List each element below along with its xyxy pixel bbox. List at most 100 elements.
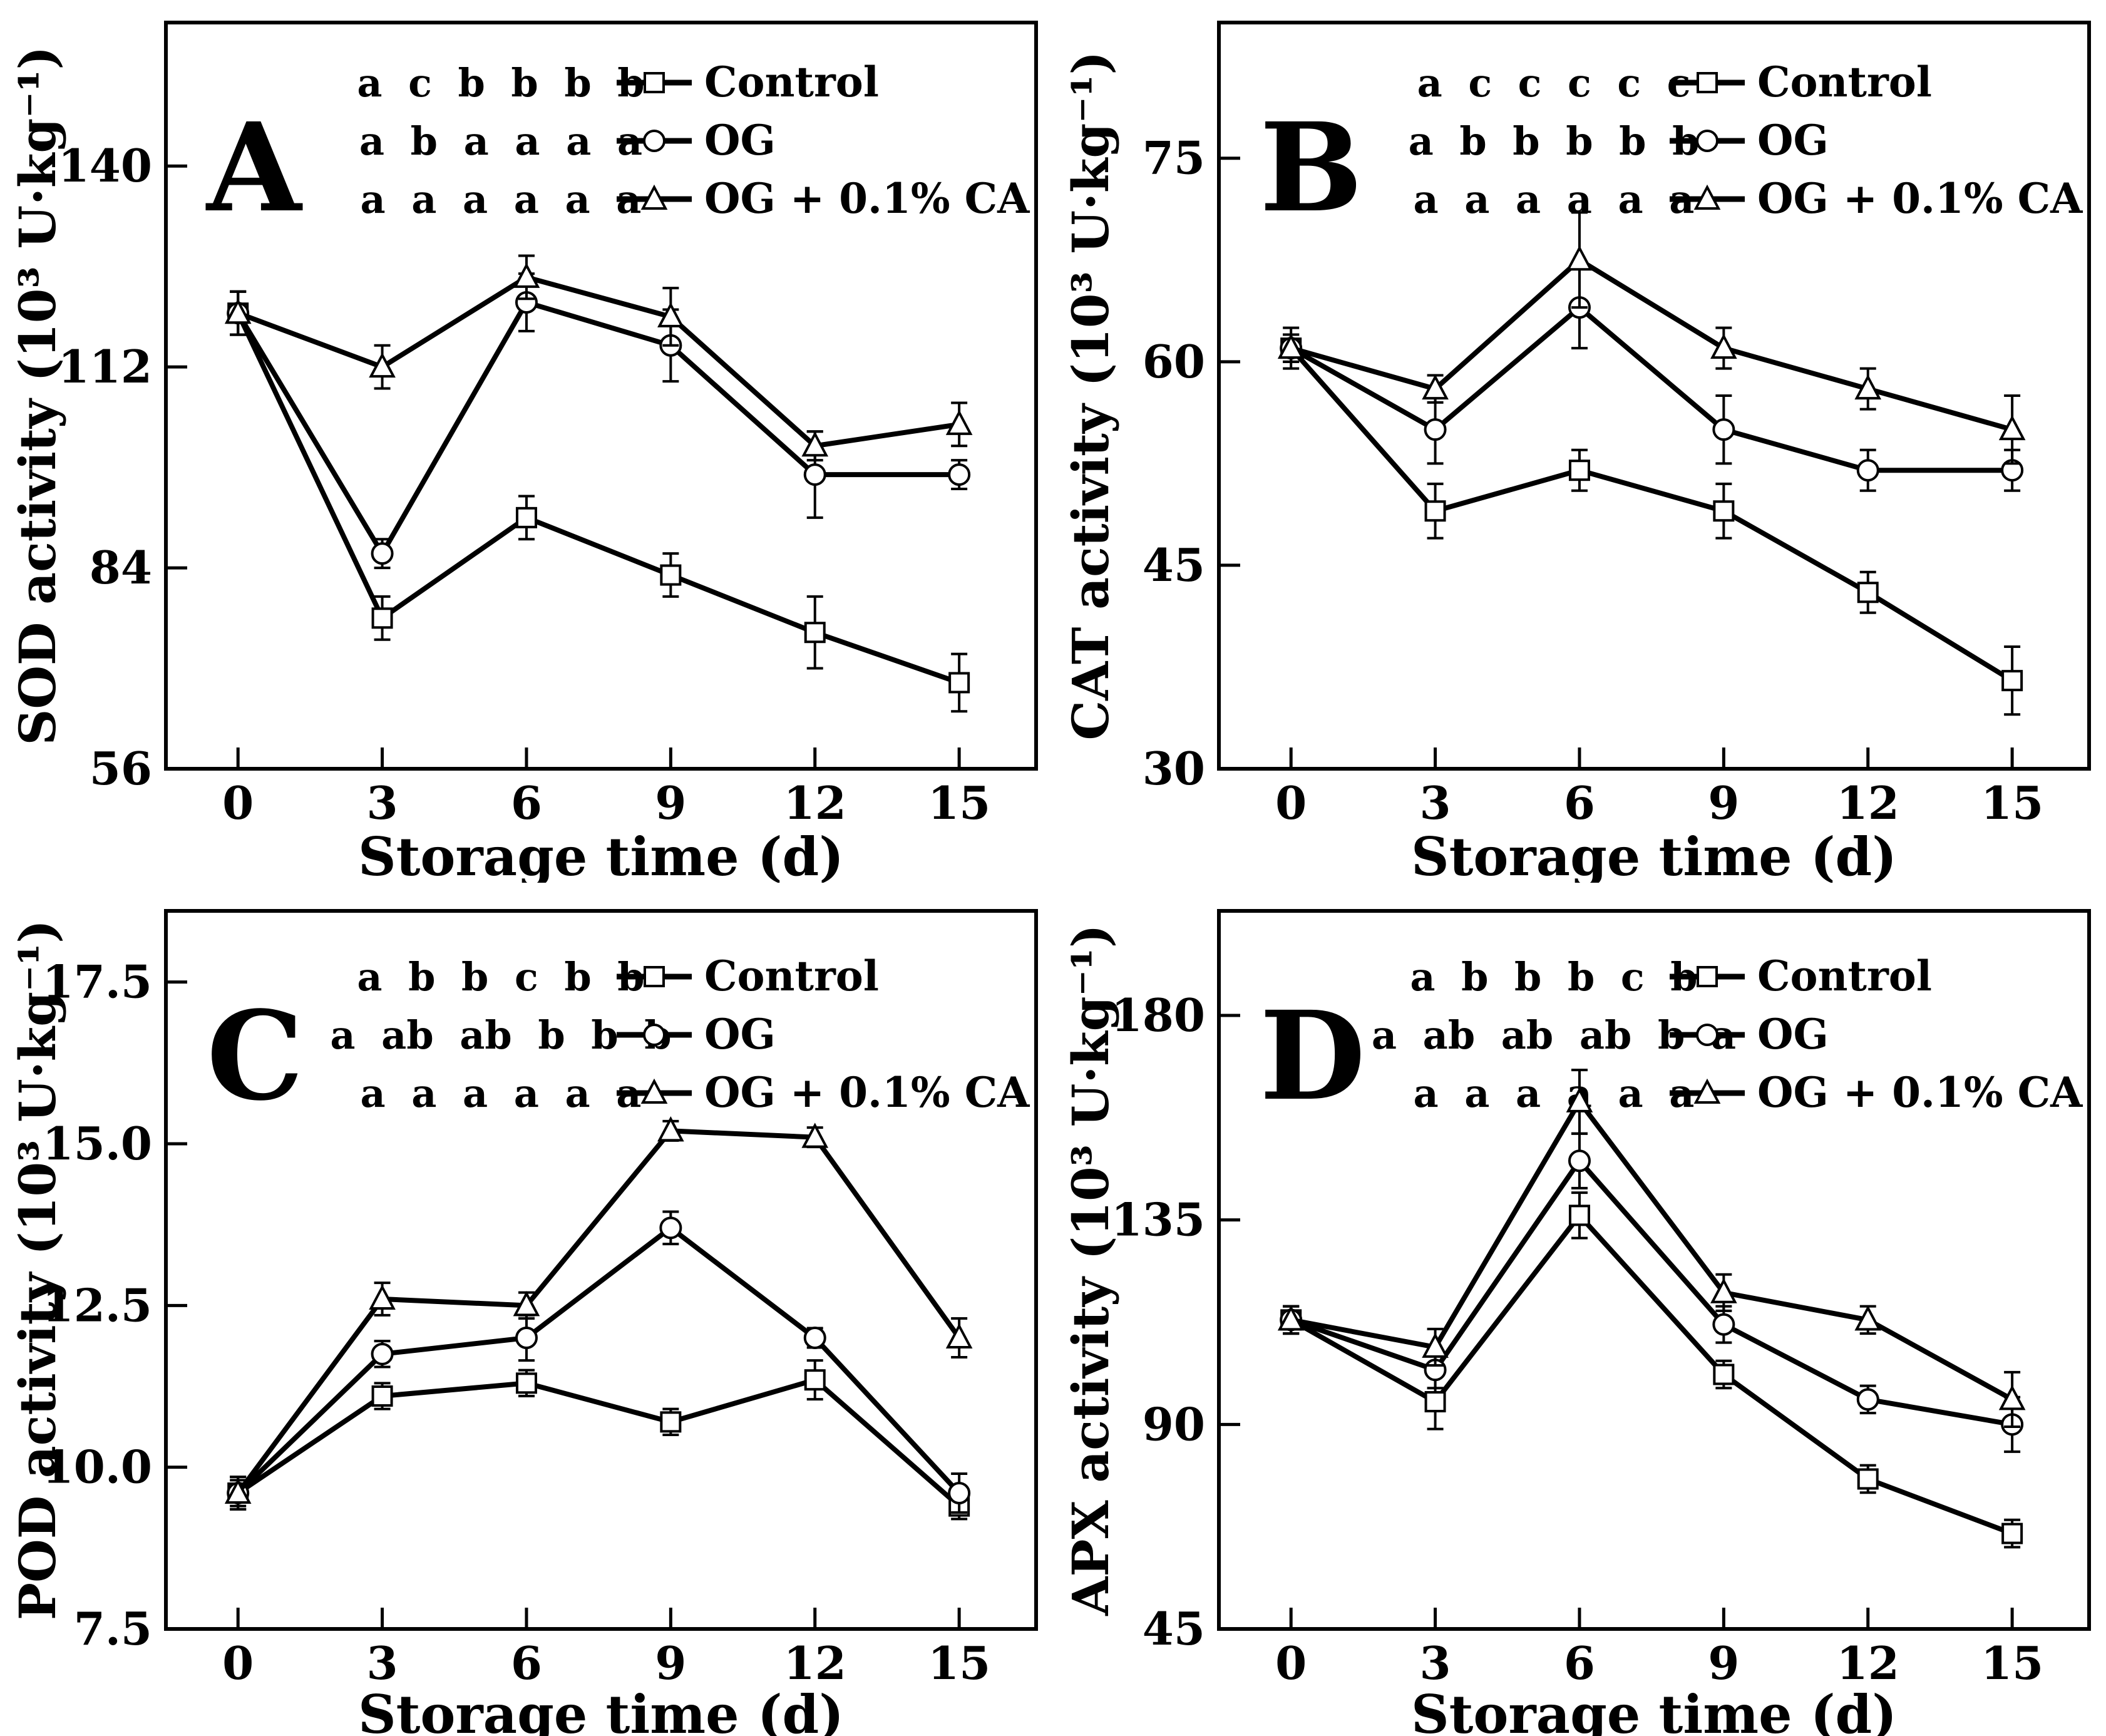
data-point-square-marker [1713,500,1735,522]
y-axis-title: CAT activity (10³ U·kg⁻¹) [1061,51,1120,741]
series-line [1290,1097,2014,1402]
series-control [227,290,970,713]
y-axis-tick-label: 112 [58,340,152,393]
series-og-0-1-ca [1277,1069,2026,1428]
y-axis-tick-label: 84 [90,541,152,594]
legend-series-label: Control [704,58,879,106]
panel-letter: B [1260,96,1363,239]
data-point-circle-marker [1424,418,1447,441]
legend-significance-letters: a b b c b b [357,954,644,1000]
y-axis-tick-label: 30 [1143,742,1205,795]
data-point-square-marker [371,607,393,629]
data-point-triangle-marker [1566,245,1593,271]
x-axis-tick-label: 0 [222,1636,254,1690]
data-point-triangle-marker [945,1323,973,1348]
y-axis-tick-label: 180 [1111,989,1205,1042]
data-point-circle-marker [948,1482,971,1504]
legend-series-label: OG [1757,116,1829,165]
x-axis-tick-label: 15 [928,1636,990,1690]
legend-circle-marker-icon [643,1024,665,1046]
panel-A-sod-chart: 56 84 112 140 0 3 6 9 12 15 Storage time (d) SOD ac… [0,0,1053,883]
y-axis-tick-label: 56 [90,742,152,795]
y-axis-tick-label: 45 [1143,1602,1205,1655]
legend-series-label: OG + 0.1% CA [1757,1068,2083,1117]
data-point-triangle-marker [1422,374,1449,400]
legend-circle-marker-icon [1696,1024,1718,1046]
data-point-square-marker [1424,1391,1446,1413]
y-axis-tick-label: 45 [1143,538,1205,592]
series-line [1290,1156,2013,1427]
legend-triangle-marker-icon [640,1078,668,1104]
y-axis-tick-label: 15.0 [43,1117,152,1170]
legend-square-marker-icon [1697,966,1718,987]
panel-C-pod-chart: 7.5 10.0 12.5 15.0 17.5 0 3 6 9 12 15 Storage time … [0,883,1053,1736]
legend-circle-marker-icon [1696,130,1718,152]
y-axis-title: SOD activity (10³ U·kg⁻¹) [8,46,67,746]
data-point-triangle-marker [224,1478,252,1504]
data-point-circle-marker [948,463,971,486]
x-axis-title: Storage time (d) [1411,826,1897,883]
legend-series-label: OG + 0.1% CA [1757,174,2083,223]
legend-series-label: Control [1757,58,1932,106]
x-axis-tick-label: 9 [1708,1636,1739,1690]
x-axis-tick-label: 15 [928,776,990,829]
plot-frame [164,909,1038,1631]
legend-significance-letters: a a a a a a [361,1071,642,1116]
series-line [236,1377,961,1508]
y-axis-tick-label: 7.5 [74,1602,152,1655]
series-line [235,299,960,559]
x-axis-tick-label: 12 [1837,1636,1899,1690]
data-point-triangle-marker [801,1122,829,1148]
data-point-triangle-marker [1710,333,1737,359]
x-axis-tick-label: 12 [784,1636,846,1690]
data-point-square-marker [1857,582,1879,603]
y-axis-tick-label: 17.5 [43,955,152,1009]
data-point-triangle-marker [1422,1332,1449,1358]
legend-square-marker-icon [1697,72,1718,93]
series-control [1280,1191,2023,1549]
x-axis-title: Storage time (d) [1411,1683,1897,1736]
data-point-circle-marker [1856,1388,1879,1411]
series-line [237,274,960,449]
x-axis-tick-label: 3 [367,776,398,829]
legend-significance-letters: a a a a a a [361,177,642,222]
legend-significance-letters: a ab ab b b b [330,1012,671,1058]
data-point-triangle-marker [1998,414,2026,441]
legend: a c b b b b Control a b a a a a OG a a a a a… [357,58,1030,223]
data-point-circle-marker [371,1342,394,1365]
data-point-triangle-marker [224,298,252,324]
panel-letter: A [205,96,303,239]
data-point-square-marker [1568,460,1590,481]
legend-significance-letters: a c b b b b [357,60,644,106]
data-point-triangle-marker [1277,333,1305,359]
y-axis: 45 90 135 180 [1111,989,1240,1655]
y-axis: 56 84 112 140 [58,139,187,795]
data-point-triangle-marker [801,431,829,457]
panel-letter: D [1260,984,1365,1127]
data-point-circle-marker [1856,459,1879,482]
x-axis-tick-label: 6 [1564,1636,1595,1690]
x-axis-tick-label: 9 [1708,776,1739,829]
x-axis: 0 3 6 9 12 15 [1275,747,2043,829]
legend-series-label: Control [704,952,879,1000]
series-line [236,1225,962,1495]
legend-significance-letters: a c c c c c [1417,60,1691,106]
y-axis-tick-label: 140 [58,139,152,192]
x-axis-title: Storage time (d) [358,1683,844,1736]
y-axis-tick-label: 10.0 [43,1441,152,1494]
data-point-triangle-marker [1854,374,1882,400]
series-line [235,312,960,686]
y-axis-title: APX activity (10³ U·kg⁻¹) [1061,924,1120,1616]
data-point-square-marker [804,1369,826,1391]
x-axis-tick-label: 15 [1981,1636,2043,1690]
data-point-square-marker [948,672,970,694]
data-point-square-marker [660,564,682,586]
legend-triangle-marker-icon [1693,184,1721,210]
data-point-square-marker [2001,670,2023,692]
legend-series-label: OG [1757,1010,1829,1059]
data-point-circle-marker [803,463,826,486]
y-axis-tick-label: 75 [1143,131,1205,185]
data-point-triangle-marker [513,262,540,288]
x-axis: 0 3 6 9 12 15 [1275,1608,2043,1690]
y-axis: 7.5 10.0 12.5 15.0 17.5 [43,955,187,1655]
